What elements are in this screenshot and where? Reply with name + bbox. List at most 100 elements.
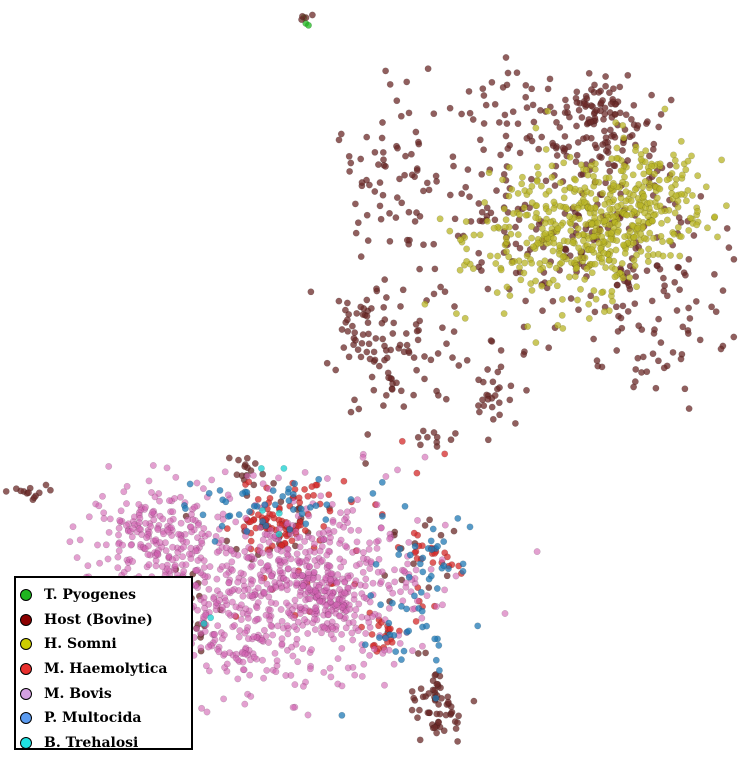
scatter-point (588, 220, 596, 228)
scatter-point (614, 327, 622, 335)
scatter-point (598, 233, 606, 241)
scatter-point (396, 341, 404, 349)
scatter-point (370, 348, 378, 356)
scatter-point (588, 269, 596, 277)
scatter-point (616, 83, 624, 91)
scatter-point (323, 551, 331, 559)
scatter-point (289, 704, 297, 711)
scatter-point (634, 224, 642, 232)
scatter-point (542, 230, 549, 238)
scatter-point (205, 489, 213, 497)
scatter-point (365, 545, 373, 553)
scatter-point (419, 554, 427, 562)
scatter-point (619, 147, 626, 154)
scatter-point (725, 244, 733, 252)
scatter-point (567, 295, 575, 302)
scatter-point (283, 622, 291, 630)
scatter-point (427, 565, 435, 573)
scatter-point (575, 106, 583, 114)
scatter-point (679, 323, 687, 331)
legend-label: P. Multocida (44, 710, 142, 727)
scatter-point (363, 348, 371, 356)
scatter-point (135, 525, 143, 533)
scatter-point (431, 635, 439, 643)
scatter-point (386, 535, 393, 543)
scatter-point (591, 214, 598, 222)
scatter-point (390, 319, 398, 327)
scatter-point (224, 491, 232, 499)
scatter-point (602, 73, 609, 80)
scatter-point (340, 558, 348, 566)
scatter-point (205, 585, 213, 593)
scatter-point (480, 92, 488, 99)
legend-entry-m-bovis: M. Bovis (20, 681, 191, 706)
scatter-point (304, 711, 312, 719)
scatter-point (376, 202, 384, 210)
scatter-point (311, 605, 319, 612)
scatter-point (503, 283, 511, 291)
scatter-point (514, 120, 522, 128)
scatter-point (116, 517, 124, 524)
scatter-point (483, 217, 491, 225)
scatter-point (478, 258, 485, 266)
scatter-point (182, 561, 190, 569)
scatter-point (476, 231, 484, 239)
scatter-point (560, 194, 568, 202)
scatter-point (550, 198, 558, 206)
scatter-point (242, 514, 250, 522)
scatter-point (347, 159, 355, 167)
scatter-point (207, 614, 215, 622)
scatter-point (351, 612, 358, 619)
scatter-point (274, 546, 281, 553)
scatter-point (427, 356, 435, 364)
scatter-point (285, 497, 293, 504)
scatter-point (644, 118, 651, 126)
scatter-point (512, 223, 519, 231)
scatter-point (307, 288, 315, 296)
scatter-point (573, 264, 581, 272)
scatter-point (497, 266, 505, 274)
scatter-point (218, 603, 226, 611)
series-h-somni (421, 105, 730, 346)
scatter-point (591, 81, 598, 89)
scatter-point (308, 535, 316, 542)
scatter-point (534, 239, 542, 247)
scatter-point (385, 581, 392, 589)
scatter-point (592, 195, 600, 203)
scatter-point (225, 609, 232, 617)
scatter-point (612, 119, 620, 127)
scatter-point (311, 587, 319, 595)
scatter-point (651, 170, 658, 178)
scatter-point (327, 570, 335, 577)
scatter-point (484, 436, 492, 444)
scatter-point (405, 539, 413, 546)
scatter-point (343, 299, 351, 307)
scatter-point (646, 199, 654, 207)
scatter-point (613, 237, 621, 245)
scatter-point (239, 666, 247, 673)
scatter-point (319, 529, 327, 537)
scatter-point (316, 597, 324, 605)
scatter-point (114, 564, 122, 572)
scatter-point (222, 544, 230, 551)
scatter-point (100, 509, 108, 517)
scatter-point (224, 513, 232, 520)
scatter-point (619, 122, 627, 129)
scatter-point (433, 710, 441, 718)
scatter-point (417, 685, 425, 693)
scatter-point (408, 688, 416, 695)
legend-label: T. Pyogenes (44, 587, 137, 604)
scatter-point (355, 600, 363, 608)
scatter-point (674, 203, 682, 211)
scatter-point (198, 530, 206, 538)
scatter-point (403, 341, 411, 349)
scatter-point (228, 547, 236, 555)
scatter-point (363, 312, 371, 320)
scatter-point (362, 630, 370, 637)
scatter-point (607, 100, 615, 108)
scatter-point (558, 311, 566, 319)
scatter-point (199, 511, 207, 519)
scatter-point (352, 562, 360, 569)
scatter-point (590, 335, 597, 343)
legend-entry-h-somni: H. Somni (20, 632, 191, 657)
